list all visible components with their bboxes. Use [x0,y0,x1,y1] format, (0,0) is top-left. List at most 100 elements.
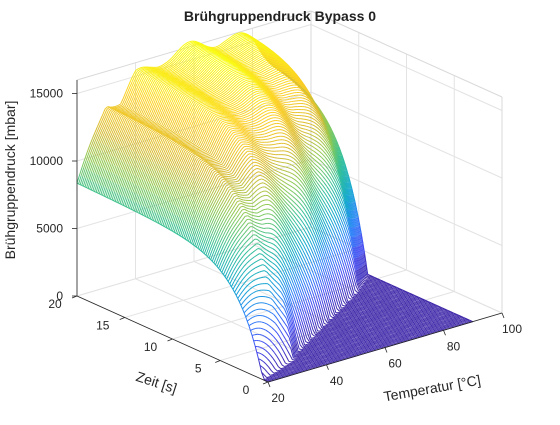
surface-mesh-segment [367,277,370,278]
surface-mesh-segment [268,113,271,114]
surface-mesh-segment [201,149,204,150]
surface-mesh-segment [239,110,242,111]
surface-mesh-segment [236,49,239,51]
surface-mesh-segment [125,110,128,111]
surface-mesh-segment [307,133,310,134]
surface-mesh-segment [248,115,251,116]
surface-mesh-segment [165,79,168,80]
surface-mesh-segment [245,128,248,129]
surface-mesh-segment [257,103,260,105]
surface-mesh-segment [252,86,255,87]
surface-mesh-segment [205,85,208,87]
surface-mesh-segment [241,132,244,133]
surface-mesh-segment [317,141,320,143]
surface-mesh-segment [242,53,245,55]
surface-mesh-segment [148,124,151,125]
surface-mesh-segment [216,76,219,79]
surface-mesh-segment [186,150,189,152]
surface-mesh-segment [201,50,204,51]
surface-mesh-segment [206,156,209,157]
surface-mesh-segment [189,95,192,96]
surface-mesh-segment [212,82,215,84]
surface-mesh-segment [288,91,291,92]
surface-mesh-segment [247,105,250,107]
surface-mesh-segment [208,157,211,158]
surface-mesh-segment [225,133,228,137]
surface-mesh-segment [324,148,327,151]
surface-mesh-segment [260,69,263,71]
surface-mesh-segment [204,77,207,79]
surface-mesh-segment [271,118,274,119]
surface-mesh-segment [255,72,258,73]
surface-mesh-segment [178,89,181,90]
surface-mesh-segment [306,136,309,137]
surface-mesh-segment [246,52,249,54]
surface-mesh-segment [137,118,140,119]
surface-mesh-segment [214,63,217,65]
surface-mesh-segment [175,74,178,75]
surface-mesh-segment [267,72,270,73]
surface-mesh-segment [268,69,271,70]
surface-mesh-segment [234,57,237,58]
surface-mesh-segment [169,130,172,131]
surface-mesh-segment [259,120,262,121]
surface-mesh-segment [318,135,321,137]
surface-mesh-segment [232,111,235,112]
surface-mesh-segment [255,110,258,112]
surface-mesh-segment [227,125,230,126]
surface-mesh-segment [130,113,133,114]
surface-mesh-segment [243,126,246,127]
surface-mesh-segment [292,115,295,116]
surface-mesh-segment [315,137,318,139]
surface-mesh-segment [248,57,251,59]
surface-mesh-segment [260,62,263,64]
surface-mesh-segment [260,131,263,132]
surface-mesh-segment [222,110,225,111]
surface-mesh-segment [216,80,219,83]
surface-mesh-segment [256,130,259,131]
surface-mesh-segment [149,122,152,123]
surface-mesh-segment [158,76,161,77]
surface-mesh-segment [242,37,245,38]
surface-mesh-segment [190,79,193,81]
surface-mesh-segment [190,152,193,154]
surface-mesh-segment [220,95,223,96]
surface-mesh-segment [212,58,215,60]
surface-mesh-segment [230,133,233,136]
surface-mesh-segment [305,107,308,108]
surface-mesh-segment [313,162,316,164]
surface-mesh-segment [224,66,227,68]
surface-mesh-segment [217,72,220,75]
surface-mesh-segment [212,110,215,111]
surface-mesh-segment [174,67,177,69]
surface-mesh-segment [200,158,203,159]
surface-mesh-segment [190,73,193,75]
surface-mesh-segment [260,126,263,127]
surface-mesh-segment [158,80,161,82]
surface-mesh-segment [248,81,251,82]
surface-mesh-segment [257,127,260,128]
surface-mesh-segment [283,85,286,86]
surface-mesh-segment [162,80,165,81]
surface-mesh-segment [230,73,233,75]
surface-mesh-segment [308,113,311,114]
surface-mesh-segment [317,171,320,174]
surface-mesh-segment [203,106,206,107]
surface-mesh-segment [182,69,185,71]
surface-mesh-segment [172,85,175,86]
surface-mesh-segment [243,56,246,58]
surface-mesh-segment [247,101,250,103]
surface-mesh-segment [212,161,215,162]
surface-mesh-segment [193,43,196,44]
surface-mesh-segment [255,48,258,49]
surface-mesh-segment [308,141,311,142]
surface-mesh-segment [253,50,256,52]
surface-mesh-segment [231,39,234,41]
surface-mesh-segment [249,89,252,91]
surface-mesh-segment [232,72,235,73]
surface-mesh-segment [223,103,226,104]
surface-mesh-segment [202,48,205,49]
surface-mesh-segment [271,134,274,135]
surface-mesh-segment [257,73,260,74]
surface-mesh-segment [255,104,258,106]
